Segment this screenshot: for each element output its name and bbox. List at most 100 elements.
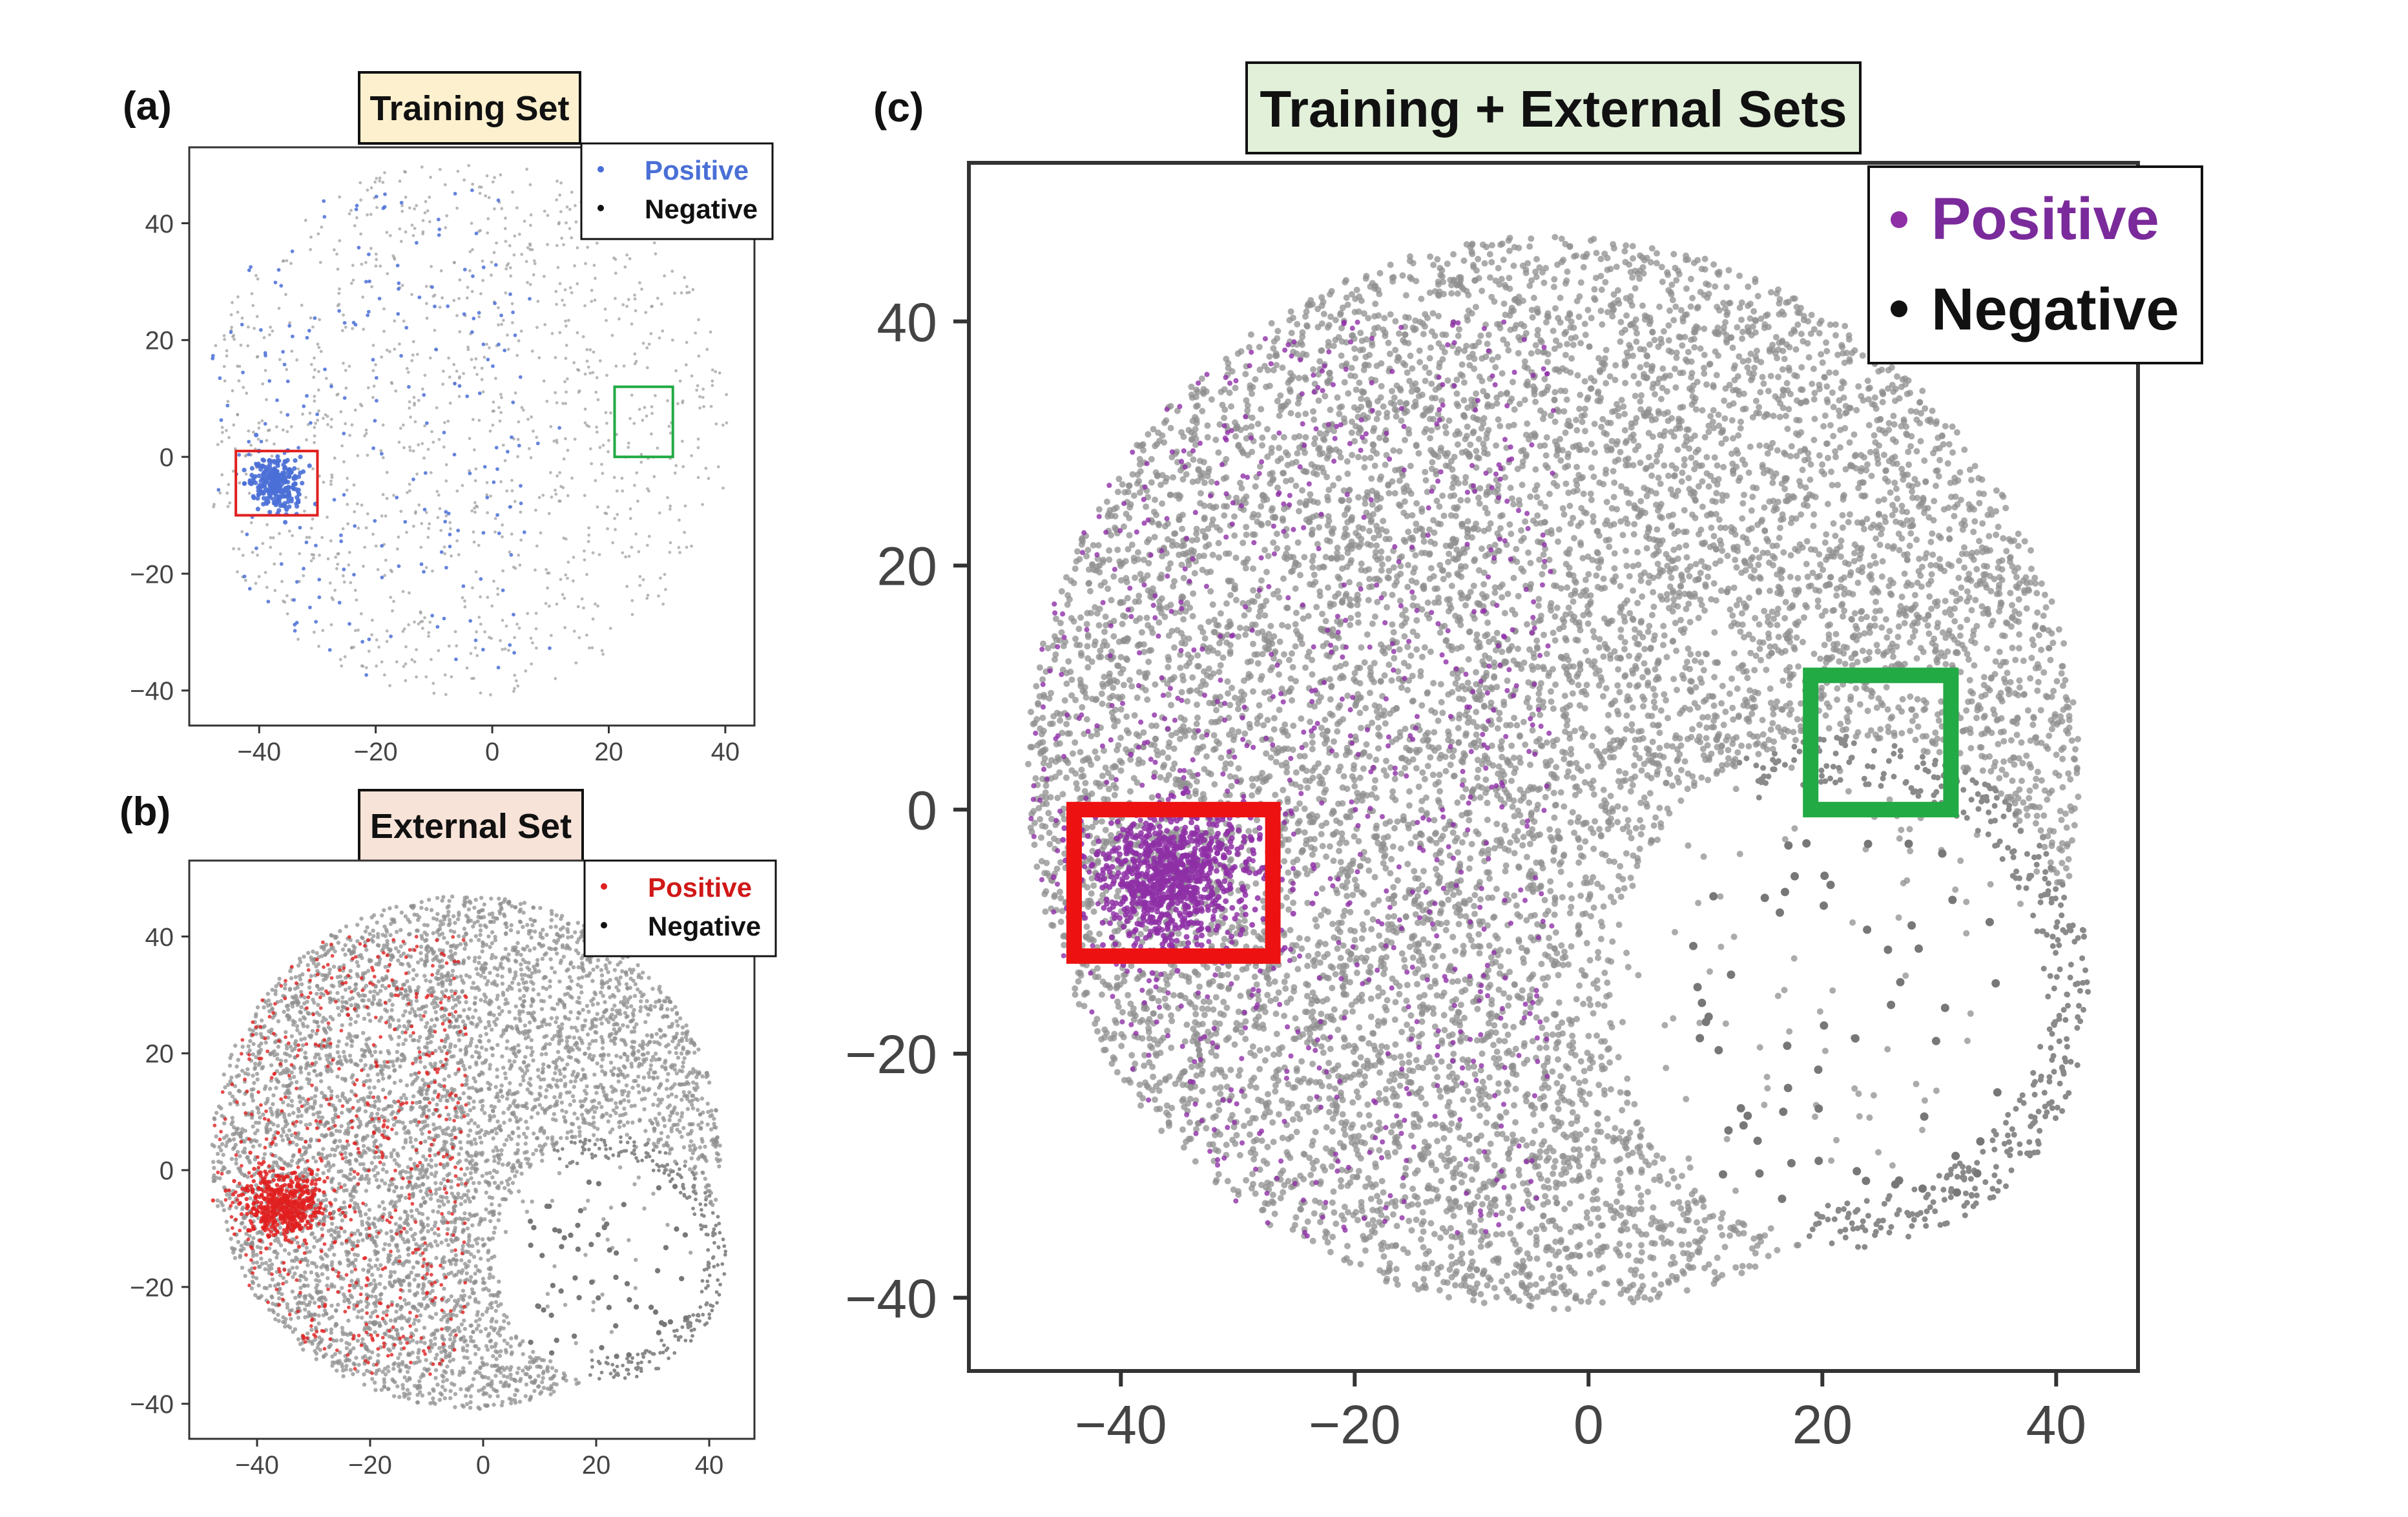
a-negative-point [329, 425, 333, 429]
a-negative-point [552, 439, 556, 443]
a-negative-point [472, 540, 476, 544]
a-positive-point [342, 320, 347, 325]
a-negative-point [557, 222, 561, 225]
a-negative-point [562, 457, 566, 461]
a-negative-point [366, 188, 369, 192]
a-negative-point [608, 627, 612, 630]
b-negative-point [678, 1130, 682, 1135]
b-negative-point [532, 1131, 536, 1136]
b-negative-point [267, 1258, 273, 1262]
a-positive-point [269, 473, 275, 478]
b-negative-point [617, 1028, 621, 1033]
a-positive-point [254, 461, 258, 466]
b-negative-point [680, 1025, 685, 1030]
a-negative-point [627, 441, 630, 445]
b-negative-point [416, 1282, 421, 1287]
b-negative-point [369, 1111, 374, 1116]
a-negative-point [428, 356, 432, 360]
b-negative-point [442, 1013, 446, 1018]
a-negative-point [534, 508, 537, 512]
b-negative-point [445, 1319, 450, 1324]
b-negative-point [477, 1051, 481, 1056]
a-negative-point [385, 629, 389, 633]
a-negative-point [285, 368, 289, 371]
a-negative-point [477, 185, 481, 189]
b-negative-point [428, 1349, 432, 1354]
a-negative-point [424, 510, 428, 514]
a-negative-point [596, 604, 599, 608]
a-negative-point [445, 214, 449, 218]
a-negative-point [377, 645, 380, 649]
a-negative-point [714, 422, 718, 426]
b-negative-point [398, 1307, 403, 1312]
a-positive-point [448, 545, 452, 549]
b-negative-point [658, 1027, 662, 1032]
b-negative-point [444, 1195, 449, 1200]
b-negative-point [606, 1119, 610, 1124]
a-negative-point [348, 434, 351, 437]
b-negative-point [240, 1044, 245, 1049]
a-negative-point [385, 640, 389, 643]
a-negative-point [506, 348, 510, 351]
a-negative-point [421, 219, 425, 222]
a-negative-point [359, 612, 363, 616]
a-negative-point [518, 563, 522, 567]
a-negative-point [681, 439, 684, 443]
b-negative-point [334, 1338, 339, 1343]
b-negative-point [484, 1047, 488, 1052]
a-negative-point [491, 180, 495, 183]
b-negative-point [417, 1100, 422, 1105]
a-positive-point [275, 463, 280, 468]
b-negative-point [368, 1049, 372, 1054]
a-negative-point [500, 207, 504, 211]
b-negative-point [681, 1060, 686, 1065]
b-negative-point [492, 1254, 497, 1259]
a-positive-point [314, 543, 318, 548]
b-negative-point [418, 1171, 422, 1176]
a-negative-point [624, 555, 627, 559]
a-negative-point [390, 382, 394, 385]
b-negative-point [382, 1206, 387, 1211]
b-negative-point [380, 1087, 386, 1093]
b-negative-point [568, 987, 573, 991]
a-negative-point [230, 326, 233, 329]
a-negative-point [446, 419, 450, 423]
b-negative-point [641, 1058, 646, 1062]
b-negative-point [472, 1121, 477, 1125]
b-negative-point [274, 984, 278, 989]
b-negative-point [599, 1034, 604, 1040]
b-negative-point [562, 1074, 566, 1079]
b-negative-point [242, 1225, 247, 1230]
a-negative-point [473, 501, 477, 505]
a-negative-point [472, 448, 476, 452]
b-negative-point [560, 1022, 565, 1027]
b-negative-point [364, 1202, 368, 1208]
a-negative-point [432, 691, 436, 695]
a-negative-point [424, 675, 428, 678]
a-negative-point [337, 302, 341, 306]
a-positive-point [285, 379, 290, 384]
a-xtick-label: 0 [485, 738, 499, 766]
b-negative-point [645, 1051, 650, 1056]
a-negative-point [612, 476, 616, 479]
b-negative-point [413, 1317, 417, 1322]
b-negative-point [633, 982, 638, 987]
b-negative-point [337, 1054, 342, 1059]
a-negative-point [442, 370, 445, 373]
b-negative-point [411, 1265, 416, 1270]
a-negative-point [641, 341, 645, 345]
b-negative-point [452, 1273, 457, 1278]
a-negative-point [663, 274, 667, 278]
a-negative-point [709, 404, 713, 408]
b-negative-point [523, 1036, 528, 1041]
b-negative-point [548, 1359, 553, 1364]
a-negative-point [594, 277, 597, 280]
b-negative-point [263, 1267, 267, 1271]
b-negative-point [429, 908, 434, 912]
b-negative-point [539, 1052, 544, 1057]
a-negative-point [468, 437, 472, 441]
a-negative-point [687, 291, 691, 294]
b-negative-point [360, 1355, 366, 1360]
a-negative-point [503, 227, 507, 231]
a-negative-point [583, 421, 587, 424]
